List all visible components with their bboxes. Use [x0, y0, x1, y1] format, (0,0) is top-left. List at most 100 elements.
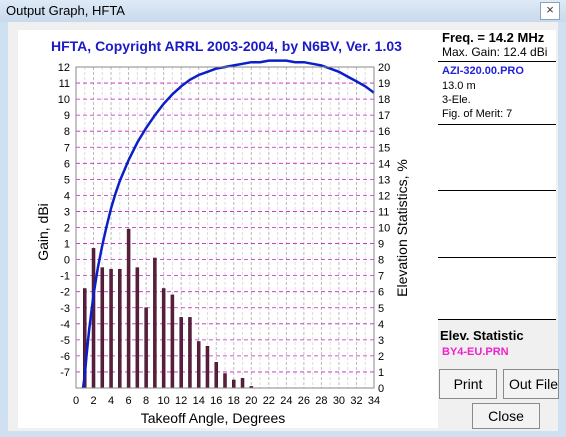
y-tick-label: 6 [64, 158, 70, 170]
y-tick-label: 2 [64, 223, 70, 235]
close-button[interactable]: Close [472, 403, 540, 429]
y-tick-label: -1 [60, 271, 70, 283]
y2-tick-label: 16 [378, 126, 390, 138]
y2-tick-label: 11 [378, 206, 389, 218]
stat-bar [223, 373, 227, 389]
y2-tick-label: 5 [378, 303, 384, 315]
stat-bar [188, 317, 192, 389]
x-tick-label: 14 [193, 395, 205, 407]
stat-bar [161, 288, 166, 389]
y2-tick-label: 8 [378, 255, 384, 267]
y-tick-label: 0 [64, 255, 70, 267]
stat-bar [214, 362, 218, 389]
y-tick-label: 9 [64, 110, 70, 122]
y2-tick-label: 4 [378, 319, 384, 331]
stat-bar [179, 317, 183, 389]
x-axis-label: Takeoff Angle, Degrees [141, 410, 286, 426]
elev-statistic-label: Elev. Statistic [440, 328, 524, 343]
stat-bar [100, 267, 105, 389]
y2-tick-label: 18 [378, 94, 390, 106]
x-tick-label: 4 [108, 395, 114, 407]
y-tick-label: -2 [60, 287, 70, 299]
y-tick-label: -6 [60, 351, 70, 363]
x-tick-label: 0 [73, 395, 79, 407]
x-tick-label: 2 [90, 395, 96, 407]
y-tick-label: 3 [64, 206, 70, 218]
y-tick-label: -3 [60, 303, 70, 315]
y2-tick-label: 14 [378, 158, 390, 170]
info-panel: Freq. = 14.2 MHz Max. Gain: 12.4 dBi AZI… [438, 30, 556, 320]
x-tick-label: 34 [368, 395, 380, 407]
y2-tick-label: 0 [378, 383, 384, 395]
y2-tick-label: 2 [378, 351, 384, 363]
y-tick-label: 11 [59, 78, 70, 90]
stat-bar [153, 257, 157, 389]
gain-line [81, 59, 375, 389]
divider [438, 319, 556, 320]
x-tick-label: 6 [126, 395, 132, 407]
y-tick-label: 10 [58, 94, 70, 106]
y-tick-label: 1 [64, 239, 70, 251]
x-tick-label: 18 [228, 395, 240, 407]
y-tick-label: 5 [64, 174, 70, 186]
plot-frame [75, 66, 375, 389]
y2-tick-label: 17 [378, 110, 390, 122]
x-tick-label: 16 [210, 395, 222, 407]
y-tick-label: 8 [64, 126, 70, 138]
print-button[interactable]: Print [439, 369, 497, 399]
y2-axis-label: Elevation Statistics, % [394, 159, 410, 297]
y2-tick-label: 1 [378, 367, 384, 379]
bar-series [83, 228, 254, 389]
x-tick-labels: 0 2 4 6 8 10 12 14 16 18 20 22 24 26 28 30 32 34 [73, 395, 380, 407]
x-tick-label: 12 [175, 395, 187, 407]
y2-tick-label: 19 [378, 78, 390, 90]
x-tick-label: 30 [333, 395, 345, 407]
stat-bar [170, 294, 175, 389]
graph-area: HFTA, Copyright ARRL 2003-2004, by N6BV,… [18, 30, 438, 428]
x-tick-label: 26 [298, 395, 310, 407]
elev-statistic-file: BY4-EU.PRN [442, 346, 509, 358]
y2-tick-label: 10 [378, 223, 390, 235]
y-tick-label: 7 [64, 142, 70, 154]
y2-tick-label: 9 [378, 239, 384, 251]
divider [438, 61, 556, 62]
antenna-height: 13.0 m [442, 80, 476, 92]
window-title: Output Graph, HFTA [6, 3, 125, 18]
max-gain-readout: Max. Gain: 12.4 dBi [442, 45, 548, 59]
y2-tick-label: 20 [378, 62, 390, 74]
y2-tick-label: 3 [378, 335, 384, 347]
antenna-elements: 3-Ele. [442, 94, 471, 106]
stat-bar [135, 267, 140, 389]
title-bar[interactable]: Output Graph, HFTA × [0, 0, 566, 22]
divider [438, 190, 556, 191]
x-tick-label: 28 [315, 395, 327, 407]
y-tick-label: 4 [64, 190, 70, 202]
stat-bar [144, 307, 148, 389]
y2-tick-label: 12 [378, 190, 390, 202]
chart-grid [75, 66, 375, 389]
frequency-readout: Freq. = 14.2 MHz [442, 30, 545, 45]
stat-bar [205, 346, 210, 389]
y2-tick-label: 6 [378, 287, 384, 299]
stat-bar [109, 268, 113, 389]
stat-bar [91, 248, 96, 389]
y-tick-label: -7 [60, 367, 70, 379]
y-axis-label: Gain, dBi [35, 203, 51, 261]
x-tick-label: 32 [350, 395, 362, 407]
figure-of-merit: Fig. of Merit: 7 [442, 108, 513, 120]
antenna-file: AZI-320.00.PRO [442, 65, 524, 77]
stat-bar [196, 341, 201, 389]
elevation-chart: HFTA, Copyright ARRL 2003-2004, by N6BV,… [35, 38, 410, 426]
out-file-button[interactable]: Out File [503, 369, 559, 399]
y-tick-label: -5 [60, 335, 70, 347]
x-tick-label: 8 [143, 395, 149, 407]
window-close-icon[interactable]: × [540, 2, 560, 20]
stat-bar [232, 379, 236, 389]
x-tick-label: 10 [158, 395, 170, 407]
y-tick-label: -4 [60, 319, 70, 331]
chart-title: HFTA, Copyright ARRL 2003-2004, by N6BV,… [51, 38, 402, 54]
divider [438, 257, 556, 258]
